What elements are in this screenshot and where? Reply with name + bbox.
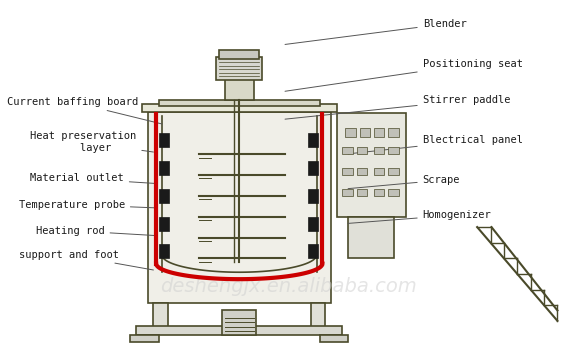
Text: Homogenizer: Homogenizer <box>348 210 491 223</box>
Bar <box>337 112 406 217</box>
Bar <box>159 133 169 147</box>
Bar <box>346 128 355 137</box>
Bar <box>308 161 319 175</box>
Bar <box>308 189 319 203</box>
Bar <box>374 147 384 154</box>
Bar <box>159 244 169 258</box>
Bar <box>343 147 353 154</box>
Bar <box>308 133 319 147</box>
Bar <box>374 168 384 175</box>
Bar <box>147 112 331 303</box>
Bar <box>225 78 253 100</box>
Bar <box>348 217 394 258</box>
Bar <box>159 100 320 106</box>
Text: deshengjx.en.alibaba.com: deshengjx.en.alibaba.com <box>160 276 416 296</box>
Bar <box>357 189 367 196</box>
Bar <box>374 189 384 196</box>
Bar <box>357 147 367 154</box>
Text: Scrape: Scrape <box>348 175 460 189</box>
Bar <box>219 50 259 59</box>
Text: Heat preservation
        layer: Heat preservation layer <box>30 131 153 153</box>
Text: Positioning seat: Positioning seat <box>285 59 522 91</box>
Text: Blectrical panel: Blectrical panel <box>348 135 522 154</box>
Bar <box>153 303 168 328</box>
Bar <box>308 244 319 258</box>
Bar <box>343 189 353 196</box>
Text: Blender: Blender <box>285 19 467 44</box>
Text: Current baffing board: Current baffing board <box>7 97 162 124</box>
Text: Stirrer paddle: Stirrer paddle <box>285 95 510 119</box>
Bar <box>142 104 337 112</box>
Bar <box>217 57 262 79</box>
Text: support and foot: support and foot <box>18 250 153 270</box>
Bar <box>388 168 399 175</box>
Bar <box>222 310 256 335</box>
Bar <box>136 326 343 335</box>
Bar <box>308 217 319 231</box>
Bar <box>159 189 169 203</box>
Bar <box>388 189 399 196</box>
Text: Temperature probe: Temperature probe <box>18 199 156 210</box>
Bar <box>388 147 399 154</box>
Bar <box>359 128 370 137</box>
Bar <box>374 128 384 137</box>
Bar <box>130 335 159 342</box>
Bar <box>320 335 348 342</box>
Bar <box>343 168 353 175</box>
Bar <box>311 303 325 328</box>
Bar <box>159 217 169 231</box>
Text: Material outlet: Material outlet <box>30 174 156 183</box>
Bar <box>357 168 367 175</box>
Bar <box>388 128 399 137</box>
Text: Heating rod: Heating rod <box>36 225 156 236</box>
Bar <box>159 161 169 175</box>
